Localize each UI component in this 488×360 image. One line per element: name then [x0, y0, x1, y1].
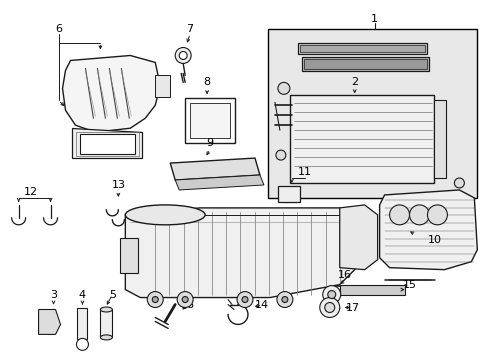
Circle shape — [177, 292, 193, 307]
Bar — [120, 238, 138, 273]
Ellipse shape — [125, 205, 204, 225]
Circle shape — [389, 205, 408, 225]
Circle shape — [322, 285, 340, 303]
Bar — [267, 28, 476, 198]
Circle shape — [275, 150, 285, 160]
Circle shape — [408, 205, 428, 225]
Ellipse shape — [100, 307, 112, 312]
Circle shape — [427, 205, 447, 225]
Text: 11: 11 — [297, 167, 311, 177]
Bar — [339, 285, 404, 294]
Bar — [185, 98, 235, 143]
Bar — [299, 45, 425, 53]
Bar — [277, 186, 299, 202]
Text: 9: 9 — [206, 138, 213, 148]
Ellipse shape — [100, 335, 112, 340]
Circle shape — [327, 291, 335, 298]
Bar — [289, 95, 433, 183]
Polygon shape — [39, 310, 61, 334]
Bar — [301, 58, 428, 71]
Circle shape — [147, 292, 163, 307]
Polygon shape — [339, 205, 377, 270]
Bar — [77, 307, 87, 339]
Text: 10: 10 — [427, 235, 441, 245]
Circle shape — [324, 302, 334, 312]
Polygon shape — [170, 158, 260, 180]
Polygon shape — [72, 128, 142, 158]
Bar — [81, 134, 135, 154]
Bar — [190, 103, 229, 138]
Circle shape — [276, 292, 292, 307]
Circle shape — [182, 297, 188, 302]
Text: 18: 18 — [181, 300, 195, 310]
Circle shape — [281, 297, 287, 302]
Text: 5: 5 — [109, 289, 116, 300]
Text: 8: 8 — [203, 77, 210, 87]
Circle shape — [242, 297, 247, 302]
Bar — [303, 59, 427, 69]
Bar — [76, 132, 139, 156]
Circle shape — [277, 82, 289, 94]
Text: 13: 13 — [111, 180, 125, 190]
Polygon shape — [62, 55, 160, 132]
Bar — [100, 310, 112, 337]
Text: 17: 17 — [345, 302, 359, 312]
Text: 2: 2 — [350, 77, 358, 87]
Circle shape — [179, 51, 187, 59]
Text: 1: 1 — [370, 14, 377, 24]
Polygon shape — [379, 190, 476, 270]
Text: 4: 4 — [79, 289, 86, 300]
Bar — [155, 75, 170, 97]
Circle shape — [237, 292, 252, 307]
Circle shape — [152, 297, 158, 302]
Polygon shape — [125, 208, 359, 298]
Circle shape — [76, 338, 88, 350]
Polygon shape — [175, 175, 264, 190]
Text: 12: 12 — [23, 187, 38, 197]
Bar — [433, 100, 446, 178]
Circle shape — [175, 48, 191, 63]
Circle shape — [319, 298, 339, 318]
Text: 3: 3 — [50, 289, 57, 300]
Text: 16: 16 — [337, 270, 351, 280]
Bar — [297, 42, 427, 54]
Text: 14: 14 — [254, 300, 268, 310]
Text: 7: 7 — [186, 24, 193, 33]
Text: 15: 15 — [402, 280, 416, 289]
Text: 6: 6 — [55, 24, 62, 33]
Circle shape — [453, 178, 464, 188]
